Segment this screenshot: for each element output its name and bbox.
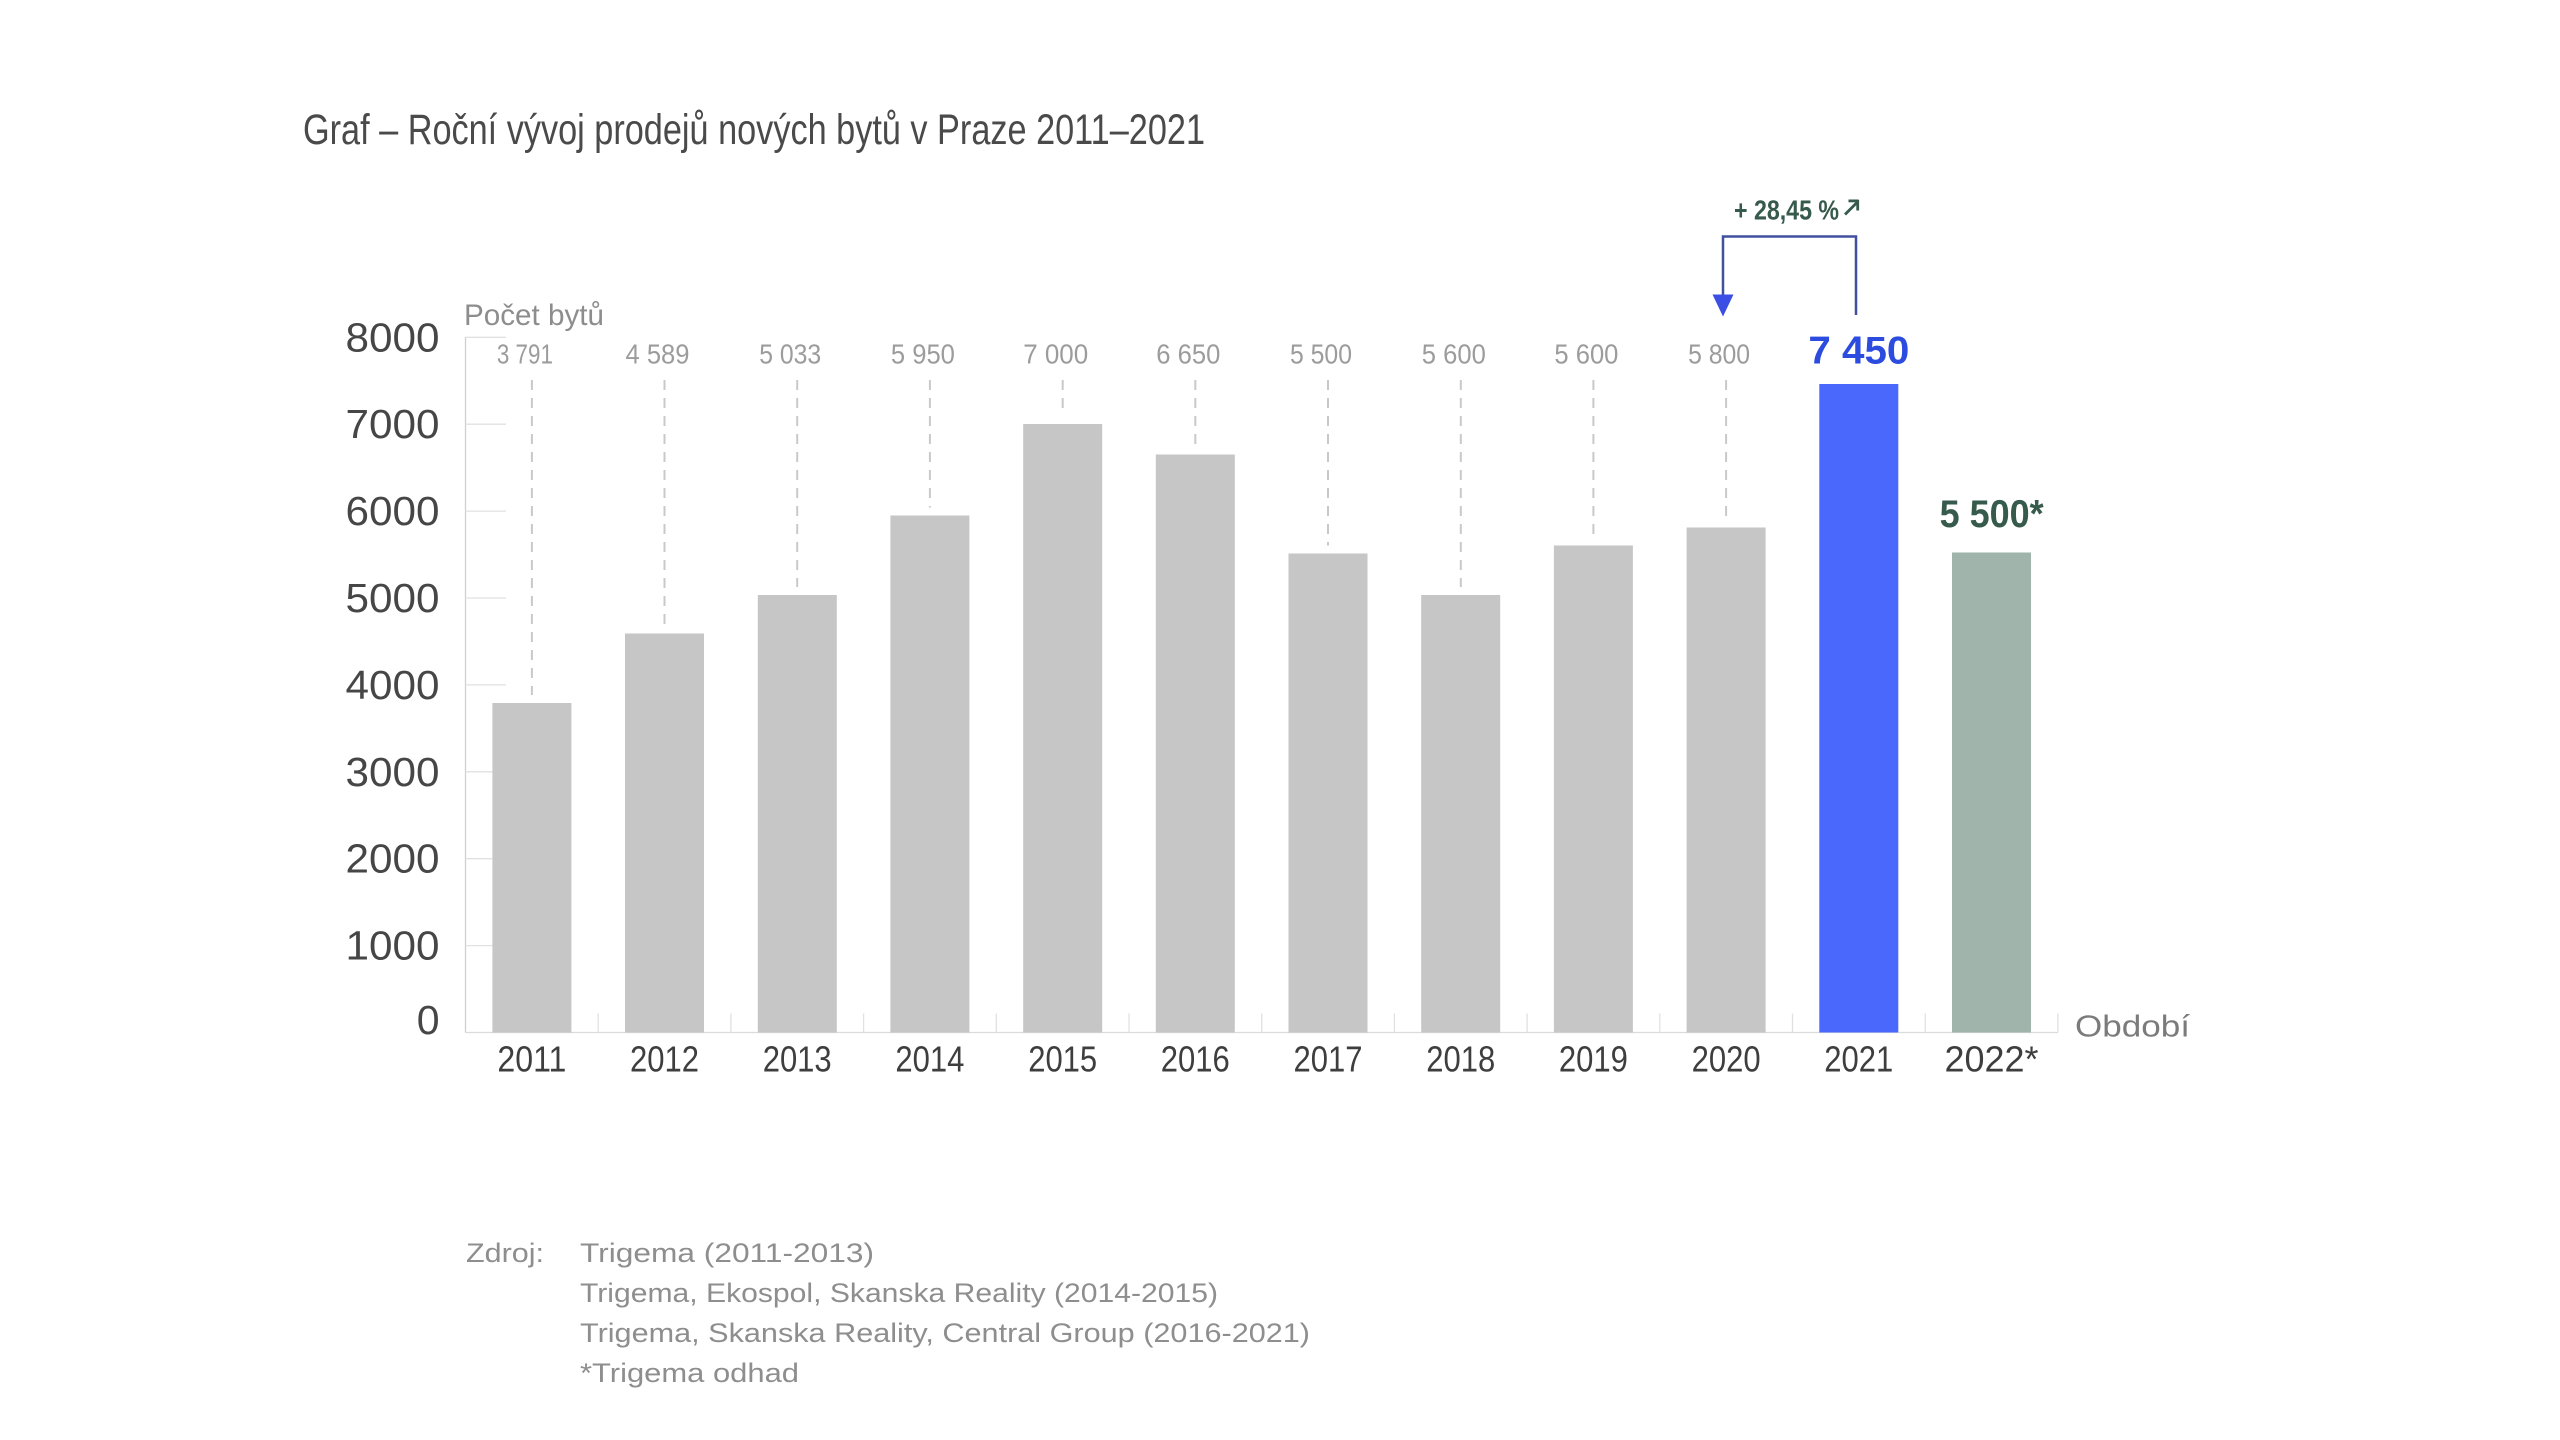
- svg-text:2015: 2015: [1028, 1039, 1097, 1080]
- svg-text:2017: 2017: [1294, 1039, 1363, 1080]
- svg-text:2022*: 2022*: [1945, 1039, 2039, 1080]
- svg-text:2000: 2000: [346, 836, 440, 882]
- svg-text:5 800: 5 800: [1688, 339, 1750, 370]
- svg-text:2014: 2014: [895, 1039, 964, 1080]
- svg-text:*Trigema odhad: *Trigema odhad: [580, 1358, 799, 1388]
- svg-text:7 000: 7 000: [1023, 339, 1088, 370]
- svg-text:2020: 2020: [1692, 1039, 1761, 1080]
- svg-text:5000: 5000: [346, 575, 440, 621]
- svg-text:5 033: 5 033: [759, 339, 821, 370]
- svg-text:2013: 2013: [763, 1039, 832, 1080]
- svg-text:6000: 6000: [346, 488, 440, 534]
- svg-text:4000: 4000: [346, 662, 440, 708]
- svg-text:4 589: 4 589: [626, 339, 690, 370]
- svg-text:7 450: 7 450: [1808, 330, 1909, 373]
- svg-text:2012: 2012: [630, 1039, 699, 1080]
- svg-text:Počet bytů: Počet bytů: [464, 299, 604, 332]
- svg-text:+ 28,45 %: + 28,45 %: [1734, 195, 1839, 226]
- svg-text:1000: 1000: [346, 923, 440, 969]
- svg-text:0: 0: [417, 997, 440, 1043]
- svg-text:5 950: 5 950: [891, 339, 955, 370]
- svg-text:Období: Období: [2075, 1009, 2190, 1044]
- svg-text:6 650: 6 650: [1156, 339, 1220, 370]
- svg-text:3000: 3000: [346, 749, 440, 795]
- svg-text:5 600: 5 600: [1422, 339, 1486, 370]
- svg-text:Trigema (2011-2013): Trigema (2011-2013): [580, 1238, 874, 1268]
- svg-text:2021: 2021: [1824, 1039, 1893, 1080]
- svg-text:2011: 2011: [497, 1039, 566, 1080]
- svg-text:7000: 7000: [346, 401, 440, 447]
- svg-text:Graf – Roční vývoj prodejů nov: Graf – Roční vývoj prodejů nových bytů v…: [303, 106, 1205, 154]
- svg-text:2019: 2019: [1559, 1039, 1628, 1080]
- svg-text:Trigema, Ekospol, Skanska Real: Trigema, Ekospol, Skanska Reality (2014-…: [580, 1278, 1218, 1308]
- svg-text:2018: 2018: [1426, 1039, 1495, 1080]
- svg-text:5 600: 5 600: [1554, 339, 1618, 370]
- svg-text:Zdroj:: Zdroj:: [466, 1238, 544, 1268]
- svg-text:5 500*: 5 500*: [1940, 493, 2045, 536]
- svg-text:Trigema, Skanska Reality, Cent: Trigema, Skanska Reality, Central Group …: [580, 1318, 1310, 1348]
- svg-text:5 500: 5 500: [1290, 339, 1352, 370]
- svg-text:3 791: 3 791: [497, 339, 553, 370]
- svg-text:2016: 2016: [1161, 1039, 1230, 1080]
- svg-text:8000: 8000: [346, 314, 440, 360]
